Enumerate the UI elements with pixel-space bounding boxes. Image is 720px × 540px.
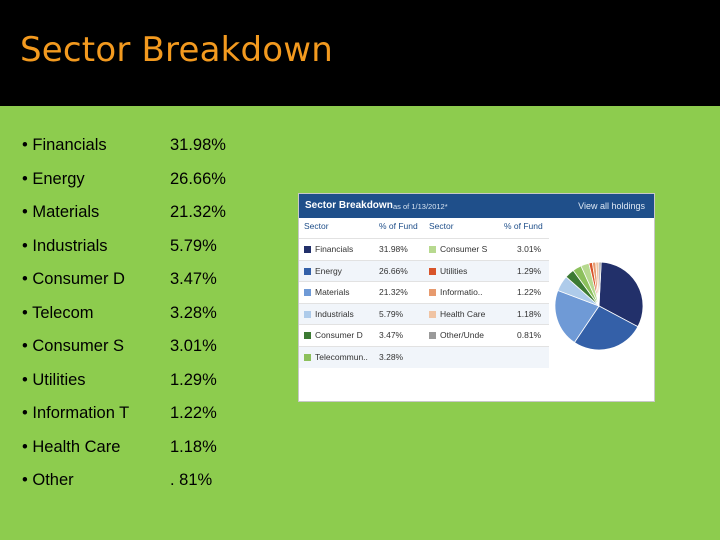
legend-swatch	[429, 310, 436, 318]
sector-name: Materials	[315, 287, 350, 297]
bullet-label: • Consumer D	[22, 270, 125, 288]
bullet-label: • Other	[22, 471, 74, 489]
sector-pct: 1.29%	[517, 265, 542, 276]
sector-pct: 21.32%	[379, 287, 408, 297]
bullet-label: • Utilities	[22, 370, 86, 389]
pie-slice	[598, 261, 644, 328]
widget-header: Sector Breakdown as of 1/13/2012* View a…	[299, 194, 654, 218]
bullet-item: • Telecom 3.28%	[22, 296, 282, 330]
sector-name: Industrials	[315, 308, 354, 319]
sector-pie-chart	[554, 261, 644, 351]
sector-name: Consumer S	[440, 244, 488, 254]
table-row: Consumer D 3.47% Other/Unde 0.81%	[299, 324, 549, 347]
bullet-item: • Health Care 1.18%	[22, 430, 282, 464]
bullet-value: 31.98%	[170, 136, 226, 154]
legend-swatch	[304, 289, 311, 296]
bullet-item: • Energy 26.66%	[22, 162, 282, 196]
bullet-label: • Industrials	[22, 236, 108, 255]
bullet-label: • Energy	[22, 169, 85, 188]
bullet-label: • Financials	[22, 136, 107, 154]
bullet-value: . 81%	[170, 471, 213, 489]
bullet-label: • Health Care	[22, 437, 121, 456]
bullet-value: 3.01%	[170, 337, 217, 355]
sector-name: Telecommun..	[315, 351, 368, 362]
title-bar: Sector Breakdown	[0, 0, 720, 106]
legend-swatch	[429, 267, 436, 275]
sector-pct: 26.66%	[379, 265, 408, 276]
table-row: Materials 21.32% Informatio.. 1.22%	[299, 281, 549, 304]
bullet-item: • Industrials 5.79%	[22, 229, 282, 263]
bullet-item: • Information T 1.22%	[22, 396, 282, 430]
legend-swatch	[304, 267, 311, 275]
table-row: Energy 26.66% Utilities 1.29%	[299, 259, 549, 282]
legend-swatch	[429, 332, 436, 339]
slide-title: Sector Breakdown	[20, 30, 334, 70]
bullet-value: 1.18%	[170, 437, 217, 456]
bullet-item: • Materials 21.32%	[22, 195, 282, 229]
bullet-value: 1.22%	[170, 404, 217, 422]
legend-swatch	[304, 353, 311, 361]
sector-name: Informatio..	[440, 287, 483, 297]
bullet-item: • Other . 81%	[22, 463, 282, 497]
sector-name: Health Care	[440, 308, 486, 319]
table-row: Telecommun.. 3.28%	[299, 345, 549, 368]
bullet-value: 21.32%	[170, 203, 226, 221]
table-row: Industrials 5.79% Health Care 1.18%	[299, 302, 549, 325]
bullet-value: 3.47%	[170, 270, 217, 288]
bullet-item: • Utilities 1.29%	[22, 363, 282, 397]
bullet-item: • Consumer D 3.47%	[22, 262, 282, 296]
bullet-item: • Financials 31.98%	[22, 128, 282, 162]
legend-swatch	[429, 246, 436, 253]
sector-name: Other/Unde	[440, 330, 484, 340]
sector-pct: 3.01%	[517, 244, 542, 254]
widget-title: Sector Breakdown	[305, 200, 393, 211]
bullet-label: • Information T	[22, 404, 130, 422]
sector-pct: 0.81%	[517, 330, 542, 340]
pie-slice	[598, 261, 602, 307]
bullet-value: 5.79%	[170, 236, 217, 255]
bullet-value: 3.28%	[170, 303, 217, 322]
sector-pct: 3.28%	[379, 351, 404, 362]
sector-pct: 1.22%	[517, 287, 542, 297]
widget-date: as of 1/13/2012*	[393, 202, 448, 211]
view-all-holdings-link[interactable]: View all holdings	[578, 201, 645, 211]
bullet-value: 26.66%	[170, 169, 226, 188]
legend-swatch	[429, 289, 436, 296]
sector-pct: 31.98%	[379, 244, 408, 254]
col-header-sector-right: Sector	[429, 221, 454, 231]
sector-pct: 3.47%	[379, 330, 404, 340]
bullet-list: • Financials 31.98% • Energy 26.66% • Materi…	[22, 128, 282, 497]
col-header-pct-left: % of Fund	[379, 221, 418, 231]
sector-name: Utilities	[440, 265, 468, 276]
bullet-item: • Consumer S 3.01%	[22, 329, 282, 363]
legend-swatch	[304, 246, 311, 253]
legend-swatch	[304, 310, 311, 318]
sector-name: Consumer D	[315, 330, 363, 340]
bullet-label: • Consumer S	[22, 337, 125, 355]
sector-pct: 5.79%	[379, 308, 404, 319]
sector-pct: 1.18%	[517, 308, 542, 319]
col-header-sector-left: Sector	[304, 221, 329, 231]
sector-breakdown-widget: Sector Breakdown as of 1/13/2012* View a…	[298, 193, 655, 402]
pie-slice	[554, 289, 600, 344]
table-row: Financials 31.98% Consumer S 3.01%	[299, 238, 549, 261]
sector-name: Financials	[315, 244, 354, 254]
pie-slice	[573, 305, 639, 351]
sector-name: Energy	[315, 265, 342, 276]
bullet-label: • Materials	[22, 203, 100, 221]
bullet-label: • Telecom	[22, 303, 94, 322]
legend-swatch	[304, 332, 311, 339]
bullet-value: 1.29%	[170, 370, 217, 389]
col-header-pct-right: % of Fund	[504, 221, 543, 231]
